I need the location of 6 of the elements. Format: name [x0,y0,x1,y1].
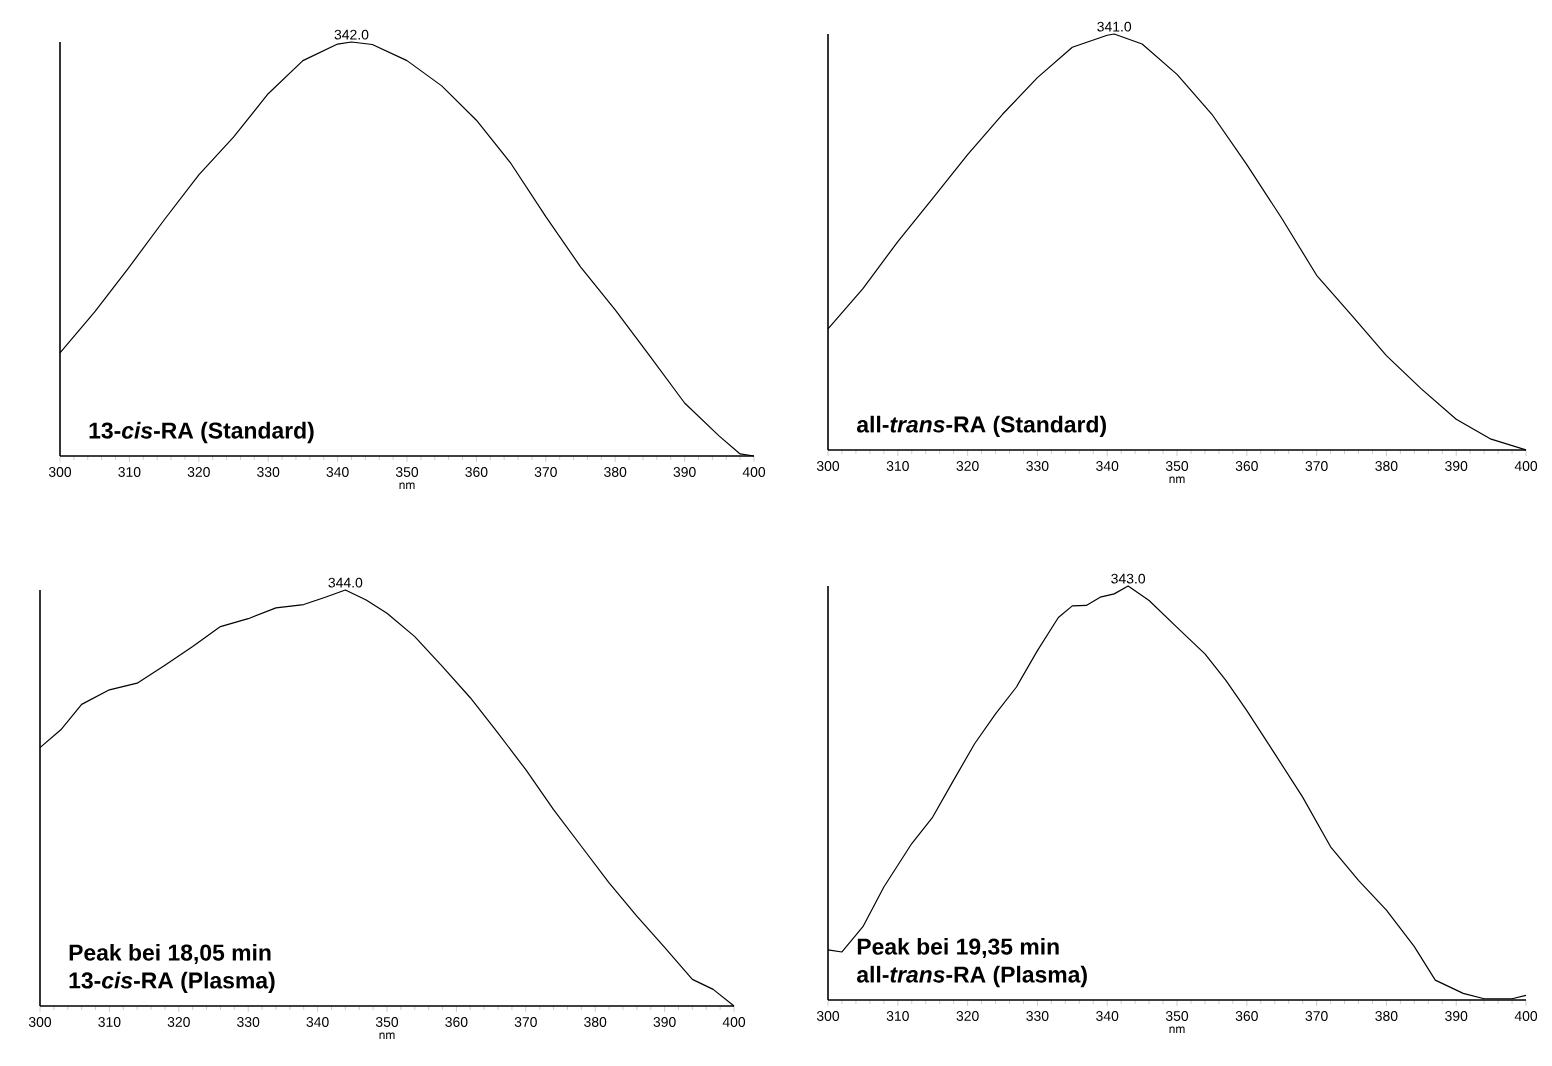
annotation: 13-cis-RA (Standard) [89,421,314,444]
annotation: all-trans-RA (Plasma) [856,965,1087,988]
annotation: Peak bei 18,05 min [69,943,271,964]
annotation: 13-cis-RA (Plasma) [69,971,275,994]
annotation: all-trans-RA (Standard) [856,415,1106,438]
annotation: Peak bei 19,35 min [857,937,1059,959]
